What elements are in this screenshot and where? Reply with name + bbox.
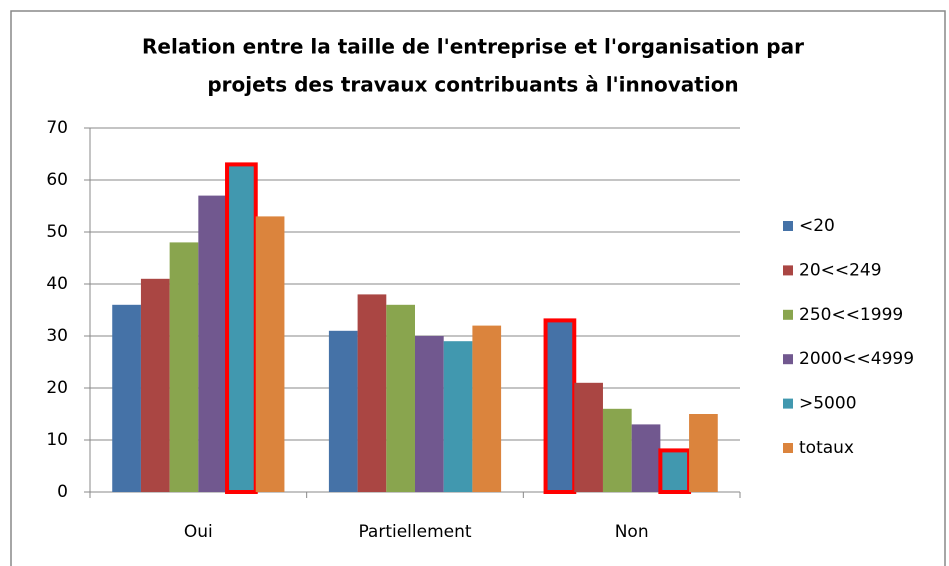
legend-swatch bbox=[783, 265, 793, 276]
bar bbox=[140, 278, 170, 492]
legend-swatch bbox=[783, 398, 793, 409]
legend-label: >5000 bbox=[799, 394, 857, 414]
bar bbox=[545, 320, 575, 492]
bar bbox=[169, 242, 199, 492]
y-tick-label: 60 bbox=[46, 170, 68, 190]
bar bbox=[255, 216, 285, 492]
y-tick-label: 50 bbox=[46, 222, 68, 242]
legend-label: 20<<249 bbox=[799, 260, 882, 280]
bar bbox=[443, 341, 473, 492]
y-tick-label: 0 bbox=[57, 482, 68, 502]
y-tick-label: 20 bbox=[46, 378, 68, 398]
bar bbox=[415, 336, 444, 492]
bar bbox=[328, 330, 358, 492]
x-tick-label: Non bbox=[615, 522, 649, 542]
bar bbox=[689, 414, 718, 492]
bar bbox=[602, 408, 632, 492]
y-tick-label: 30 bbox=[46, 326, 68, 346]
x-tick-label: Partiellement bbox=[358, 522, 471, 542]
bar bbox=[198, 195, 228, 492]
legend-label: 2000<<4999 bbox=[799, 349, 914, 369]
y-tick-label: 70 bbox=[46, 118, 68, 138]
legend-swatch bbox=[783, 443, 793, 453]
bar bbox=[357, 294, 387, 492]
bar bbox=[631, 424, 661, 492]
chart-title: Relation entre la taille de l'entreprise… bbox=[142, 35, 804, 59]
bar bbox=[227, 164, 256, 492]
legend-swatch bbox=[783, 309, 793, 320]
y-tick-label: 40 bbox=[46, 274, 68, 294]
legend-label: 250<<1999 bbox=[799, 305, 903, 325]
bar bbox=[472, 325, 502, 492]
legend-swatch bbox=[783, 221, 793, 231]
bar bbox=[660, 450, 690, 492]
x-tick-label: Oui bbox=[184, 522, 213, 542]
legend-label: totaux bbox=[799, 438, 854, 458]
bar bbox=[112, 304, 141, 492]
legend-swatch bbox=[783, 354, 793, 365]
y-tick-label: 10 bbox=[46, 430, 68, 450]
bar bbox=[386, 304, 415, 492]
chart-title: projets des travaux contribuants à l'inn… bbox=[207, 73, 738, 97]
bar bbox=[574, 382, 603, 492]
legend-label: <20 bbox=[799, 216, 835, 236]
